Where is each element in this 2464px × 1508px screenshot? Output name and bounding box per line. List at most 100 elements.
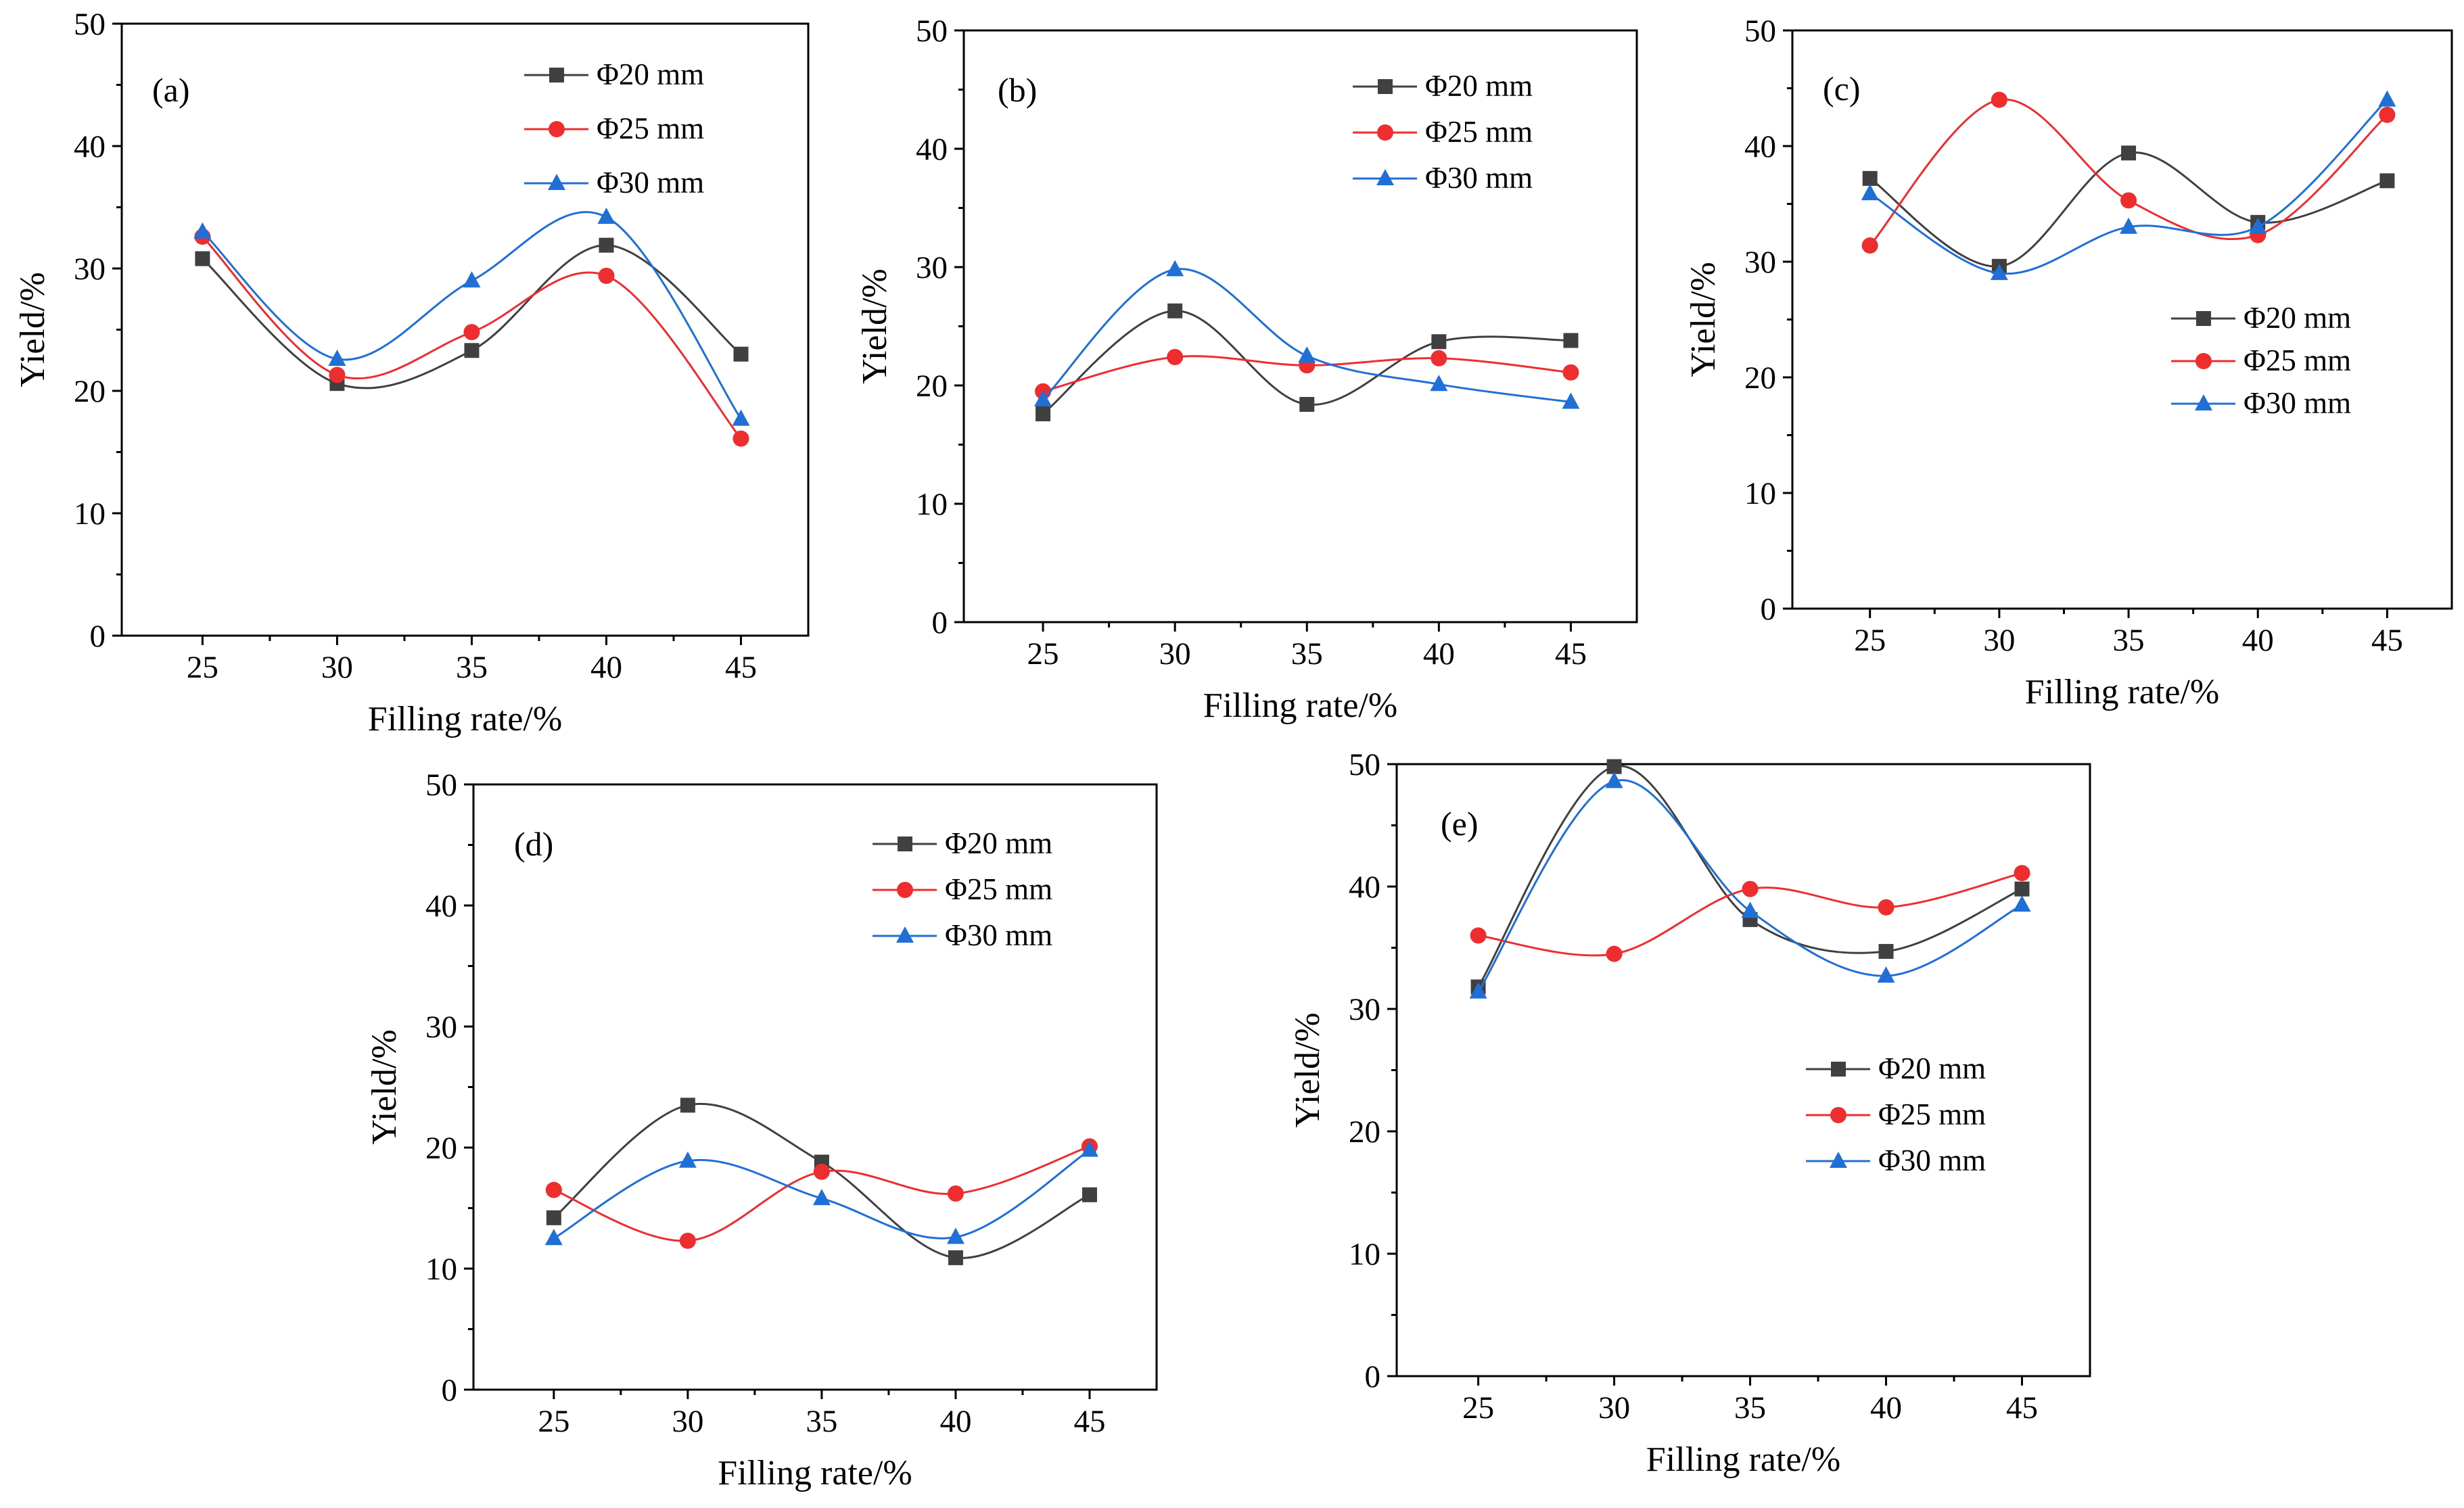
data-point bbox=[947, 1185, 964, 1202]
y-axis-title: Yield/% bbox=[1684, 262, 1723, 377]
legend-label: Φ25 mm bbox=[1878, 1098, 1986, 1131]
x-axis-title: Filling rate/% bbox=[718, 1454, 912, 1492]
data-point bbox=[1861, 237, 1878, 254]
data-point bbox=[1431, 334, 1447, 350]
series-line bbox=[202, 211, 742, 420]
y-tick-label: 0 bbox=[932, 605, 948, 640]
x-tick-label: 30 bbox=[1983, 623, 2015, 658]
y-tick-label: 20 bbox=[916, 369, 948, 404]
y-tick-label: 30 bbox=[1349, 992, 1380, 1027]
x-tick-label: 35 bbox=[456, 650, 488, 685]
chart-panel-c: 0 10 20 30 40 50 25 30 35 40 45 Filling rate/% Yield… bbox=[1684, 14, 2453, 711]
legend-label: Φ25 mm bbox=[597, 112, 704, 145]
legend-marker bbox=[1830, 1152, 1847, 1168]
data-point bbox=[597, 207, 615, 224]
data-point bbox=[1878, 943, 1894, 959]
x-tick-label: 30 bbox=[672, 1404, 703, 1439]
data-point bbox=[464, 343, 480, 358]
y-tick-label: 50 bbox=[425, 768, 457, 803]
data-point bbox=[2120, 217, 2138, 234]
legend-label: Φ20 mm bbox=[945, 826, 1052, 860]
y-tick-label: 30 bbox=[1744, 245, 1776, 280]
y-axis-title: Yield/% bbox=[14, 272, 52, 387]
plot-frame bbox=[1791, 29, 2453, 610]
legend-marker bbox=[1376, 169, 1394, 185]
legend-label: Φ30 mm bbox=[1425, 161, 1533, 195]
data-point bbox=[1167, 349, 1184, 365]
series-line bbox=[1869, 151, 2388, 268]
data-point bbox=[2013, 895, 2031, 912]
legend-marker bbox=[898, 837, 912, 851]
data-point bbox=[546, 1210, 561, 1225]
x-tick-label: 25 bbox=[1462, 1390, 1494, 1425]
x-tick-label: 25 bbox=[187, 650, 218, 685]
x-tick-label: 25 bbox=[1027, 636, 1059, 671]
data-point bbox=[733, 346, 749, 362]
x-tick-label: 40 bbox=[1870, 1390, 1902, 1425]
data-point bbox=[1990, 264, 2008, 281]
legend: Φ20 mm Φ25 mm Φ30 mm bbox=[524, 57, 704, 199]
data-point bbox=[732, 409, 750, 426]
data-point bbox=[813, 1163, 830, 1180]
data-point bbox=[1166, 260, 1184, 277]
legend-label: Φ30 mm bbox=[1878, 1144, 1986, 1177]
data-point bbox=[733, 430, 749, 447]
y-axis-title: Yield/% bbox=[856, 268, 894, 383]
x-axis-title: Filling rate/% bbox=[368, 700, 562, 738]
data-point bbox=[598, 267, 615, 284]
series-Φ20-mm bbox=[1036, 303, 1579, 421]
data-point bbox=[946, 1227, 964, 1244]
y-tick-label: 40 bbox=[1744, 129, 1776, 164]
x-tick-label: 40 bbox=[590, 650, 622, 685]
data-point bbox=[1034, 390, 1052, 406]
data-point bbox=[1080, 1140, 1098, 1157]
data-point bbox=[1605, 772, 1623, 788]
legend-marker bbox=[2196, 311, 2211, 326]
series-line bbox=[1042, 268, 1571, 403]
series-Φ20-mm bbox=[195, 237, 749, 392]
legend-label: Φ30 mm bbox=[597, 166, 704, 199]
data-point bbox=[812, 1189, 831, 1206]
legend-label: Φ20 mm bbox=[597, 57, 704, 91]
y-axis-title: Yield/% bbox=[1288, 1012, 1327, 1127]
data-point bbox=[1470, 927, 1487, 944]
data-point bbox=[1036, 406, 1051, 421]
series-Φ30-mm bbox=[544, 1140, 1098, 1246]
x-tick-label: 45 bbox=[725, 650, 757, 685]
data-point bbox=[1299, 397, 1315, 412]
y-tick-label: 0 bbox=[1761, 592, 1777, 627]
x-tick-label: 45 bbox=[2006, 1390, 2038, 1425]
series-Φ20-mm bbox=[1862, 145, 2395, 274]
data-point bbox=[545, 1181, 562, 1198]
y-tick-label: 20 bbox=[74, 374, 106, 409]
legend-label: Φ30 mm bbox=[945, 918, 1052, 952]
legend: Φ20 mm Φ25 mm Φ30 mm bbox=[1806, 1052, 1986, 1177]
series-line bbox=[1477, 779, 2023, 993]
legend-marker bbox=[548, 174, 565, 190]
series-Φ20-mm bbox=[546, 1098, 1097, 1265]
x-tick-label: 30 bbox=[1598, 1390, 1630, 1425]
series-line bbox=[202, 244, 742, 390]
panel-label: (d) bbox=[514, 825, 553, 863]
panel-label: (a) bbox=[152, 71, 190, 109]
series-Φ30-mm bbox=[1469, 772, 2031, 999]
data-point bbox=[1606, 945, 1623, 962]
legend-marker bbox=[549, 68, 564, 83]
y-tick-label: 0 bbox=[442, 1373, 458, 1408]
data-point bbox=[1430, 375, 1448, 392]
x-tick-label: 35 bbox=[2113, 623, 2145, 658]
data-point bbox=[1431, 350, 1447, 367]
x-axis-title: Filling rate/% bbox=[1646, 1440, 1840, 1479]
data-point bbox=[2120, 192, 2137, 209]
x-tick-label: 30 bbox=[1159, 636, 1191, 671]
x-tick-label: 45 bbox=[2371, 623, 2403, 658]
data-point bbox=[1878, 899, 1895, 916]
chart-panel-d: 0 10 20 30 40 50 25 30 35 40 45 Filling rate/% Yield… bbox=[365, 768, 1158, 1492]
y-tick-label: 40 bbox=[1349, 870, 1380, 905]
y-tick-label: 50 bbox=[1744, 14, 1776, 49]
x-tick-label: 45 bbox=[1073, 1404, 1105, 1439]
data-point bbox=[2379, 173, 2395, 189]
plot-frame bbox=[1395, 763, 2091, 1377]
x-tick-label: 40 bbox=[1423, 636, 1455, 671]
y-tick-label: 50 bbox=[74, 7, 106, 42]
